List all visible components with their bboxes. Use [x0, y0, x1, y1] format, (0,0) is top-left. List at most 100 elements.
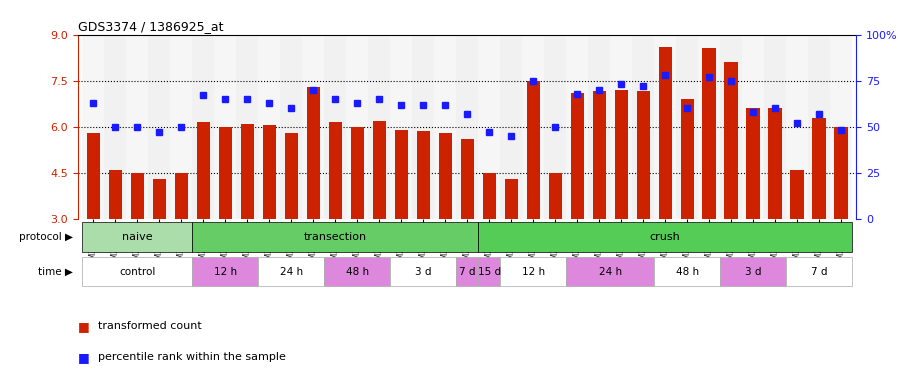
Bar [637, 91, 649, 219]
Bar [571, 93, 583, 219]
Bar [417, 131, 430, 219]
Text: naive: naive [122, 232, 153, 242]
Bar [808, 35, 830, 219]
Bar [615, 90, 627, 219]
Text: ■: ■ [78, 351, 93, 364]
Bar [747, 108, 759, 219]
Text: 3 d: 3 d [415, 266, 431, 277]
Bar [302, 35, 324, 219]
Bar [219, 127, 232, 219]
Bar [632, 35, 654, 219]
Bar [720, 35, 742, 219]
Bar [698, 35, 720, 219]
Bar [527, 81, 540, 219]
Bar [593, 91, 605, 219]
Bar [412, 35, 434, 219]
Text: 48 h: 48 h [675, 266, 699, 277]
Bar [170, 35, 192, 219]
Bar [812, 118, 825, 219]
FancyBboxPatch shape [82, 222, 192, 252]
Bar [439, 133, 452, 219]
Text: 15 d: 15 d [477, 266, 501, 277]
FancyBboxPatch shape [192, 257, 258, 286]
Bar [703, 48, 715, 219]
FancyBboxPatch shape [192, 222, 478, 252]
Bar [483, 173, 496, 219]
Bar [610, 35, 632, 219]
Bar [588, 35, 610, 219]
Bar [175, 173, 188, 219]
Bar [368, 35, 390, 219]
FancyBboxPatch shape [82, 257, 192, 286]
Bar [500, 35, 522, 219]
Bar [478, 35, 500, 219]
Bar [192, 35, 214, 219]
Bar [742, 35, 764, 219]
FancyBboxPatch shape [786, 257, 852, 286]
Bar [764, 35, 786, 219]
Text: 24 h: 24 h [279, 266, 303, 277]
Bar [434, 35, 456, 219]
Text: time ▶: time ▶ [38, 266, 73, 277]
Text: transection: transection [303, 232, 366, 242]
Text: 3 d: 3 d [745, 266, 761, 277]
FancyBboxPatch shape [478, 222, 852, 252]
Bar [395, 130, 408, 219]
Bar [549, 173, 562, 219]
Bar [126, 35, 148, 219]
Bar [109, 170, 122, 219]
FancyBboxPatch shape [258, 257, 324, 286]
Text: 7 d: 7 d [811, 266, 827, 277]
Bar [505, 179, 518, 219]
Bar [461, 139, 474, 219]
Text: 24 h: 24 h [598, 266, 622, 277]
FancyBboxPatch shape [456, 257, 478, 286]
Bar [791, 170, 803, 219]
FancyBboxPatch shape [478, 257, 500, 286]
Bar [725, 62, 737, 219]
Bar [786, 35, 808, 219]
FancyBboxPatch shape [390, 257, 456, 286]
Text: 7 d: 7 d [459, 266, 475, 277]
Bar [834, 127, 847, 219]
FancyBboxPatch shape [720, 257, 786, 286]
Text: 12 h: 12 h [521, 266, 545, 277]
Bar [659, 47, 671, 219]
Text: GDS3374 / 1386925_at: GDS3374 / 1386925_at [78, 20, 224, 33]
FancyBboxPatch shape [500, 257, 566, 286]
Bar [676, 35, 698, 219]
Bar [280, 35, 302, 219]
Bar [769, 108, 781, 219]
Bar [373, 121, 386, 219]
Bar [522, 35, 544, 219]
Bar [324, 35, 346, 219]
Bar [285, 133, 298, 219]
Text: percentile rank within the sample: percentile rank within the sample [98, 352, 286, 362]
Bar [236, 35, 258, 219]
Text: control: control [119, 266, 156, 277]
Bar [197, 122, 210, 219]
Bar [258, 35, 280, 219]
Bar [153, 179, 166, 219]
FancyBboxPatch shape [654, 257, 720, 286]
Bar [307, 87, 320, 219]
Bar [329, 122, 342, 219]
Text: crush: crush [649, 232, 681, 242]
Bar [214, 35, 236, 219]
Text: protocol ▶: protocol ▶ [19, 232, 73, 242]
Bar [346, 35, 368, 219]
Text: 48 h: 48 h [345, 266, 369, 277]
Bar [87, 133, 100, 219]
Bar [104, 35, 126, 219]
Bar [390, 35, 412, 219]
FancyBboxPatch shape [566, 257, 654, 286]
Bar [654, 35, 676, 219]
Bar [241, 124, 254, 219]
Text: transformed count: transformed count [98, 321, 202, 331]
Bar [351, 127, 364, 219]
Bar [148, 35, 170, 219]
FancyBboxPatch shape [324, 257, 390, 286]
Bar [131, 173, 144, 219]
Bar [456, 35, 478, 219]
Bar [82, 35, 104, 219]
